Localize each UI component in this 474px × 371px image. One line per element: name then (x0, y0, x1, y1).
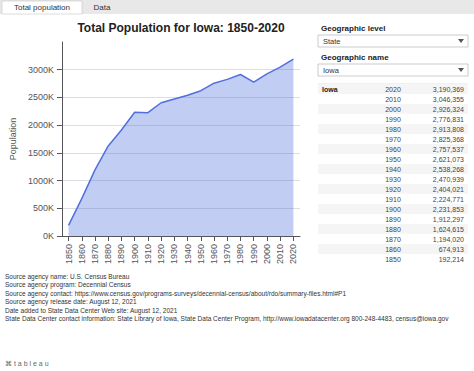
svg-text:1870: 1870 (90, 244, 100, 264)
svg-text:1990: 1990 (249, 244, 259, 264)
svg-text:2,776,831: 2,776,831 (433, 116, 464, 123)
svg-text:2,404,021: 2,404,021 (433, 186, 464, 193)
svg-text:1860: 1860 (385, 246, 401, 253)
svg-text:0K: 0K (43, 231, 54, 241)
svg-text:1890: 1890 (385, 216, 401, 223)
svg-text:2,621,073: 2,621,073 (433, 156, 464, 163)
svg-text:Source agency contact: https:/: Source agency contact: https://www.censu… (5, 290, 346, 298)
svg-text:3,046,355: 3,046,355 (433, 96, 464, 103)
svg-text:1000K: 1000K (28, 176, 54, 186)
svg-text:1980: 1980 (235, 244, 245, 264)
svg-text:1990: 1990 (385, 116, 401, 123)
svg-text:2,224,771: 2,224,771 (433, 196, 464, 203)
svg-text:192,214: 192,214 (439, 256, 464, 263)
svg-text:3000K: 3000K (28, 65, 54, 75)
svg-text:Source agency name: U.S. Censu: Source agency name: U.S. Census Bureau (5, 273, 130, 281)
svg-text:Geographic name: Geographic name (321, 53, 389, 62)
svg-text:Source agency release date: Au: Source agency release date: August 12, 2… (5, 298, 137, 306)
svg-text:1940: 1940 (183, 244, 193, 264)
svg-text:1900: 1900 (130, 244, 140, 264)
svg-text:1850: 1850 (64, 244, 74, 264)
svg-text:2500K: 2500K (28, 92, 54, 102)
svg-text:1,624,615: 1,624,615 (433, 226, 464, 233)
svg-text:500K: 500K (33, 203, 54, 213)
svg-text:1,912,297: 1,912,297 (433, 216, 464, 223)
svg-text:1980: 1980 (385, 126, 401, 133)
svg-text:Iowa: Iowa (322, 86, 338, 93)
svg-text:2,825,368: 2,825,368 (433, 136, 464, 143)
svg-text:674,913: 674,913 (439, 246, 464, 253)
svg-text:1500K: 1500K (28, 148, 54, 158)
svg-text:State: State (323, 37, 341, 46)
svg-text:1930: 1930 (169, 244, 179, 264)
svg-text:Population: Population (8, 118, 18, 161)
svg-text:2,913,808: 2,913,808 (433, 126, 464, 133)
svg-text:2,470,939: 2,470,939 (433, 176, 464, 183)
svg-text:1940: 1940 (385, 166, 401, 173)
svg-text:1930: 1930 (385, 176, 401, 183)
svg-text:2,538,268: 2,538,268 (433, 166, 464, 173)
svg-text:Date added to State Data Cente: Date added to State Data Center Web site… (5, 307, 178, 315)
svg-text:1860: 1860 (77, 244, 87, 264)
svg-text:2,926,324: 2,926,324 (433, 106, 464, 113)
svg-text:1950: 1950 (385, 156, 401, 163)
svg-text:State Data Center contact info: State Data Center contact information: S… (5, 315, 449, 323)
svg-text:2,231,853: 2,231,853 (433, 206, 464, 213)
svg-text:1970: 1970 (385, 136, 401, 143)
svg-text:1850: 1850 (385, 256, 401, 263)
svg-text:1910: 1910 (385, 196, 401, 203)
svg-text:3,190,369: 3,190,369 (433, 86, 464, 93)
svg-text:2010: 2010 (385, 96, 401, 103)
svg-text:1950: 1950 (196, 244, 206, 264)
svg-text:⌘ t a b l e a u: ⌘ t a b l e a u (5, 360, 49, 367)
svg-text:2010: 2010 (275, 244, 285, 264)
svg-text:Data: Data (94, 3, 111, 12)
svg-text:2020: 2020 (288, 244, 298, 264)
svg-text:1970: 1970 (222, 244, 232, 264)
svg-text:Total population: Total population (14, 3, 70, 12)
svg-text:2000: 2000 (385, 106, 401, 113)
svg-text:2020: 2020 (385, 86, 401, 93)
svg-text:1890: 1890 (116, 244, 126, 264)
svg-text:1,194,020: 1,194,020 (433, 236, 464, 243)
svg-text:1900: 1900 (385, 206, 401, 213)
svg-text:1910: 1910 (143, 244, 153, 264)
svg-text:1960: 1960 (385, 146, 401, 153)
svg-text:Source agency program: Decenni: Source agency program: Decennial Census (5, 281, 131, 289)
svg-text:1920: 1920 (156, 244, 166, 264)
svg-text:2000: 2000 (262, 244, 272, 264)
svg-text:Iowa: Iowa (323, 66, 340, 75)
svg-text:Total Population for Iowa: 185: Total Population for Iowa: 1850-2020 (77, 21, 284, 35)
svg-text:1880: 1880 (103, 244, 113, 264)
svg-text:2000K: 2000K (28, 120, 54, 130)
svg-text:Geographic level: Geographic level (321, 24, 385, 33)
svg-text:1880: 1880 (385, 226, 401, 233)
svg-text:1870: 1870 (385, 236, 401, 243)
svg-text:1960: 1960 (209, 244, 219, 264)
svg-text:1920: 1920 (385, 186, 401, 193)
svg-text:2,757,537: 2,757,537 (433, 146, 464, 153)
